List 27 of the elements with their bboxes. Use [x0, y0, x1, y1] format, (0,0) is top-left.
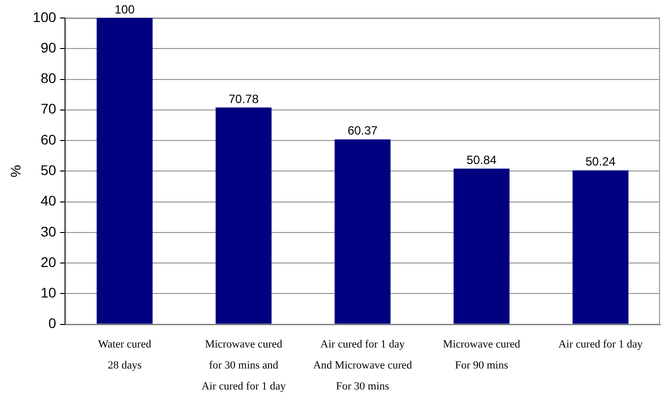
data-label: 70.78 [228, 92, 259, 106]
bar [454, 168, 510, 324]
y-tick-label: 60 [40, 131, 56, 148]
x-tick-label: Air cured for 1 day And Microwave cured For 30 mins [313, 338, 413, 392]
bar [572, 170, 628, 324]
data-label: 100 [114, 2, 135, 16]
y-tick-label: 100 [32, 8, 56, 25]
x-tick-label: Microwave cured for 30 mins and Air cured for 1 day [201, 338, 286, 392]
x-tick-label: Air cured for 1 day [558, 338, 644, 351]
y-tick-label: 30 [40, 223, 56, 240]
y-tick-label: 40 [40, 192, 56, 209]
y-tick-label: 0 [48, 315, 56, 332]
y-tick-label: 10 [40, 284, 56, 301]
y-tick-label: 70 [40, 100, 56, 117]
data-label: 60.37 [348, 124, 378, 138]
bar [216, 108, 272, 324]
y-axis-title: % [7, 164, 24, 178]
data-label: 50.84 [466, 152, 497, 167]
y-tick-label: 80 [40, 70, 56, 86]
y-tick-label: 20 [40, 254, 56, 270]
y-tick-label: 90 [40, 39, 56, 56]
y-tick-label: 50 [40, 162, 56, 178]
data-label: 50.24 [586, 154, 616, 169]
x-tick-label: Water cured 28 days [98, 338, 152, 372]
x-tick-label: Microwave cured For 90 mins [442, 338, 521, 372]
bar [334, 139, 391, 324]
bar [96, 18, 153, 324]
